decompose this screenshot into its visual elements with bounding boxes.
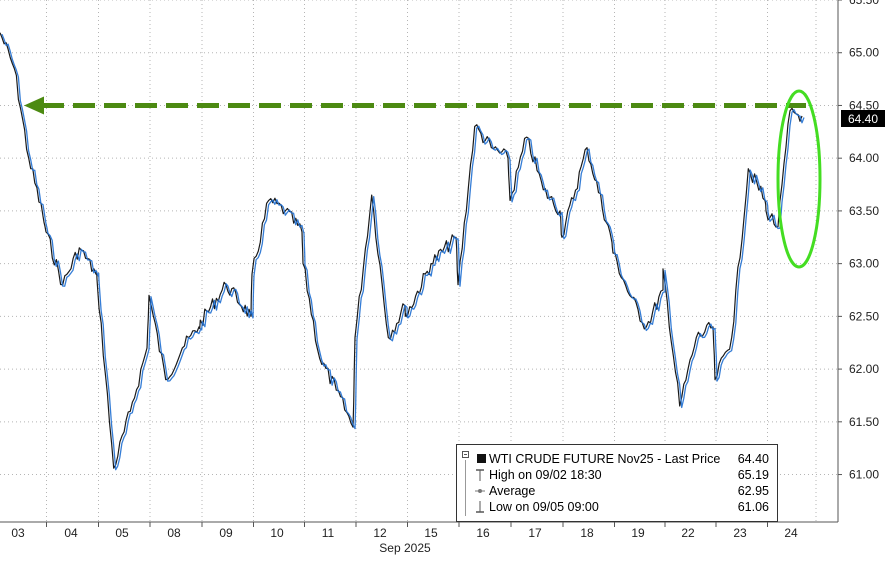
legend-row-average: Average 62.95 xyxy=(457,483,777,499)
legend-high-label: High on 09/02 18:30 xyxy=(489,468,602,482)
legend-low-label: Low on 09/05 09:00 xyxy=(489,500,599,514)
last-price-label: 64.40 xyxy=(848,112,878,126)
legend-average-value: 62.95 xyxy=(737,484,769,498)
x-tick-label: 09 xyxy=(219,526,233,540)
average-icon xyxy=(475,489,485,493)
grid-lines xyxy=(0,0,838,522)
highlight-ellipse xyxy=(776,89,822,269)
series-square-icon xyxy=(477,454,486,463)
x-tick-label: 19 xyxy=(631,526,645,540)
low-icon xyxy=(476,501,484,513)
legend-low-value: 61.06 xyxy=(737,500,769,514)
x-tick-label: 24 xyxy=(784,526,798,540)
y-tick-label: 63.00 xyxy=(849,257,879,271)
legend-high-value: 65.19 xyxy=(737,468,769,482)
x-tick-label: 16 xyxy=(476,526,490,540)
y-tick-label: 65.00 xyxy=(849,46,879,60)
x-tick-label: 11 xyxy=(322,526,335,540)
x-tick-label: 22 xyxy=(681,526,695,540)
x-tick-label: 08 xyxy=(167,526,181,540)
y-tick-labels: 61.00 61.50 62.00 62.50 63.00 63.50 64.00 64.50… xyxy=(838,0,879,482)
arrow-head-icon xyxy=(24,96,44,115)
legend-title-value: 64.40 xyxy=(737,452,769,466)
last-price-marker: 64.40 xyxy=(841,110,885,127)
x-tick-label: 15 xyxy=(424,526,438,540)
y-tick-label: 65.50 xyxy=(849,0,879,7)
x-tick-label: 18 xyxy=(580,526,594,540)
axes xyxy=(0,0,839,523)
x-tick-label: 04 xyxy=(64,526,78,540)
x-tick-label: 17 xyxy=(528,526,542,540)
x-tick-label: 23 xyxy=(733,526,747,540)
price-series xyxy=(0,32,805,471)
x-tick-label: 12 xyxy=(373,526,387,540)
legend-title: WTI CRUDE FUTURE Nov25 - Last Price xyxy=(489,452,721,466)
x-tick-label: 05 xyxy=(115,526,129,540)
y-tick-label: 62.50 xyxy=(849,309,879,323)
x-tick-label: 03 xyxy=(11,526,25,540)
x-axis-title: Sep 2025 xyxy=(379,541,431,555)
last-price-box xyxy=(841,110,885,127)
y-tick-label: 64.50 xyxy=(849,98,879,112)
legend-row-low: Low on 09/05 09:00 61.06 xyxy=(457,499,777,515)
legend: WTI CRUDE FUTURE Nov25 - Last Price 64.4… xyxy=(456,444,778,522)
legend-row-high: High on 09/02 18:30 65.19 xyxy=(457,467,777,483)
legend-tree-line xyxy=(465,460,466,516)
y-tick-label: 61.50 xyxy=(849,415,879,429)
y-tick-label: 61.00 xyxy=(849,468,879,482)
price-line xyxy=(1,33,805,471)
x-tick-label: 10 xyxy=(270,526,284,540)
high-icon xyxy=(476,469,484,481)
legend-average-label: Average xyxy=(489,484,536,498)
legend-title-row: WTI CRUDE FUTURE Nov25 - Last Price 64.4… xyxy=(457,451,777,467)
y-tick-label: 64.00 xyxy=(849,151,879,165)
x-tick-labels: 03 04 05 08 09 10 11 12 15 16 17 18 19 22 23 24 xyxy=(11,522,798,540)
y-tick-label: 62.00 xyxy=(849,362,879,376)
collapse-icon[interactable] xyxy=(462,451,469,458)
y-tick-label: 63.50 xyxy=(849,204,879,218)
annotations xyxy=(24,89,822,269)
